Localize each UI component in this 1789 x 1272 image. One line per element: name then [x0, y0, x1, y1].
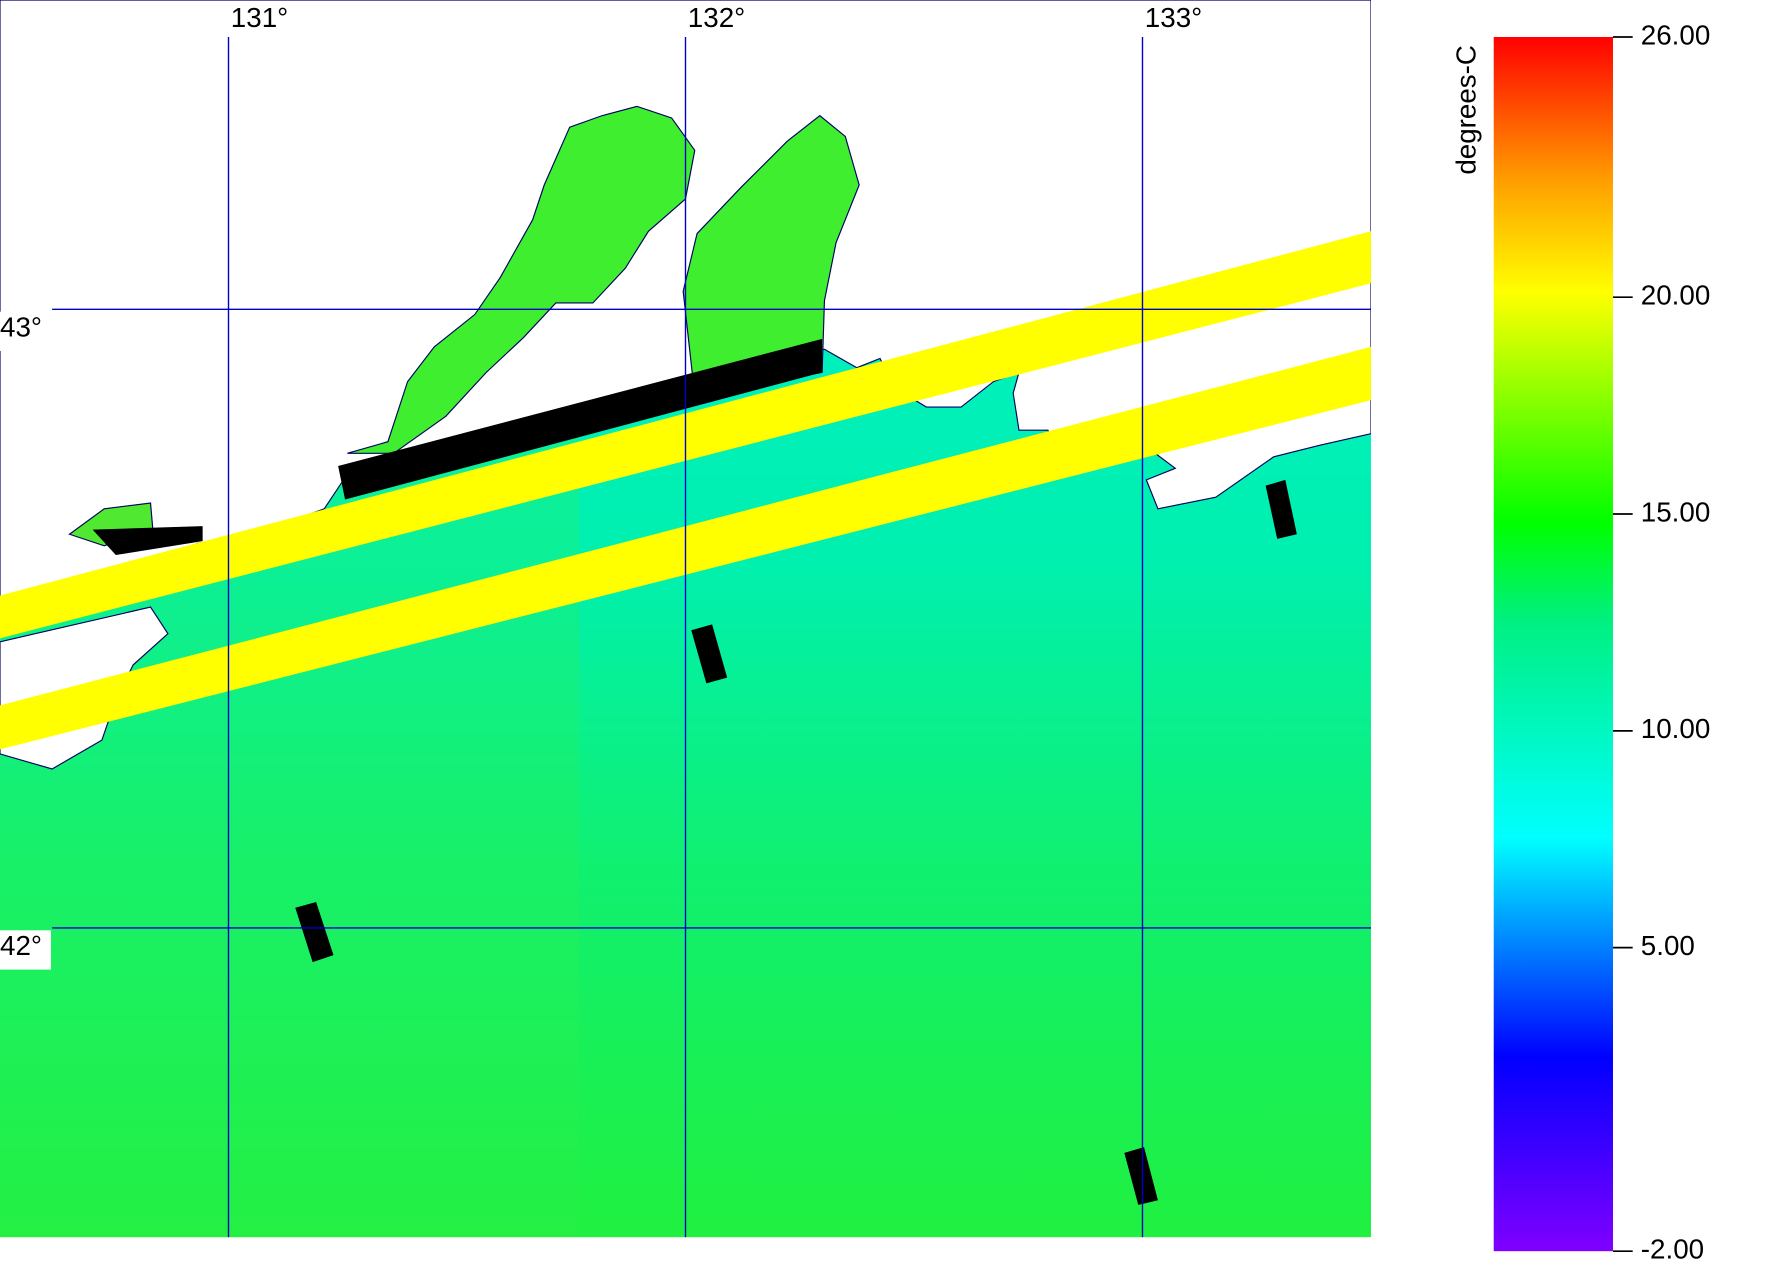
colorbar-tick-label: -2.00 [1641, 1234, 1704, 1265]
no-data-block [295, 901, 334, 963]
colorbar-tick-label: 5.00 [1641, 930, 1695, 961]
colorbar-tick-label: 26.00 [1641, 19, 1711, 50]
lat-label: 42° [0, 930, 42, 961]
no-data-block [691, 624, 728, 684]
lon-label: 132° [688, 2, 745, 33]
bay [347, 105, 696, 454]
lat-label: 43° [0, 311, 42, 342]
no-data-stripe [92, 526, 203, 556]
no-data-block [1265, 479, 1297, 539]
lon-label: 133° [1145, 2, 1202, 33]
lat-label-bg [0, 930, 51, 970]
lon-label: 131° [231, 2, 288, 33]
colorbar-label: degrees-C [1451, 45, 1482, 175]
lat-label-bg [0, 311, 51, 351]
colorbar-tick-label: 10.00 [1641, 713, 1711, 744]
no-data-stripe [338, 338, 823, 500]
no-data-block [1124, 1147, 1158, 1205]
colorbar-tick-label: 15.00 [1641, 496, 1711, 527]
colorbar [1493, 37, 1613, 1252]
colorbar-tick-label: 20.00 [1641, 280, 1711, 311]
